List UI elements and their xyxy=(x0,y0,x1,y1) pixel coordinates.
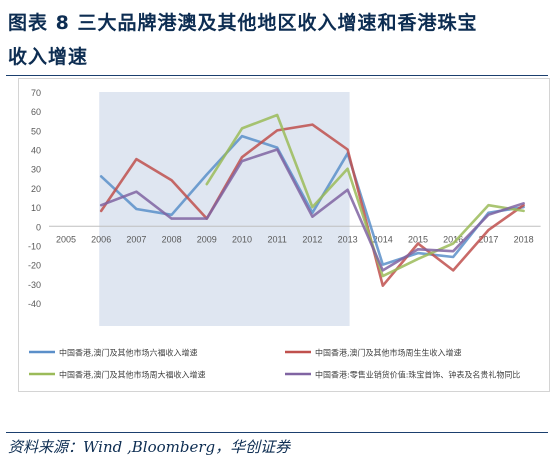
chart-frame: 70 60 50 40 30 20 10 0 -10 -20 -30 -40 2005 2006 2007 2… xyxy=(18,78,550,392)
legend-label: 中国香港:零售业销货价值:珠宝首饰、钟表及名贵礼物同比 xyxy=(315,370,520,380)
y-tick-label: -40 xyxy=(28,299,41,309)
y-tick-label: 10 xyxy=(31,203,41,213)
x-tick-label: 2007 xyxy=(126,234,146,244)
x-tick-label: 2008 xyxy=(162,234,182,244)
x-tick-label: 2013 xyxy=(338,234,358,244)
x-tick-label: 2009 xyxy=(197,234,217,244)
y-tick-label: 60 xyxy=(31,107,41,117)
y-tick-label: 0 xyxy=(36,222,41,232)
legend-label: 中国香港,澳门及其他市场周生生收入增速 xyxy=(315,348,462,358)
y-tick-label: 40 xyxy=(31,146,41,156)
y-tick-label: 30 xyxy=(31,165,41,175)
y-tick-label: -10 xyxy=(28,241,41,251)
y-tick-label: -30 xyxy=(28,280,41,290)
x-tick-label: 2005 xyxy=(56,234,76,244)
x-tick-label: 2018 xyxy=(514,234,534,244)
x-tick-label: 2012 xyxy=(302,234,322,244)
y-tick-label: -20 xyxy=(28,261,41,271)
y-tick-label: 20 xyxy=(31,184,41,194)
figure-title-line-2: 收入增速 xyxy=(8,42,548,69)
legend-label: 中国香港,澳门及其他市场六福收入增速 xyxy=(59,348,198,358)
x-tick-label: 2010 xyxy=(232,234,252,244)
y-tick-label: 50 xyxy=(31,126,41,136)
legend-label: 中国香港,澳门及其他市场周大福收入增速 xyxy=(59,370,206,380)
title-divider xyxy=(6,75,548,76)
source-note: 资料来源：Wind ,Bloomberg，华创证券 xyxy=(8,436,290,457)
figure-title-line-1: 图表 8 三大品牌港澳及其他地区收入增速和香港珠宝 xyxy=(8,8,548,35)
source-divider xyxy=(6,432,548,433)
x-tick-label: 2011 xyxy=(268,234,287,244)
x-tick-label: 2006 xyxy=(91,234,111,244)
y-tick-label: 70 xyxy=(31,88,41,98)
